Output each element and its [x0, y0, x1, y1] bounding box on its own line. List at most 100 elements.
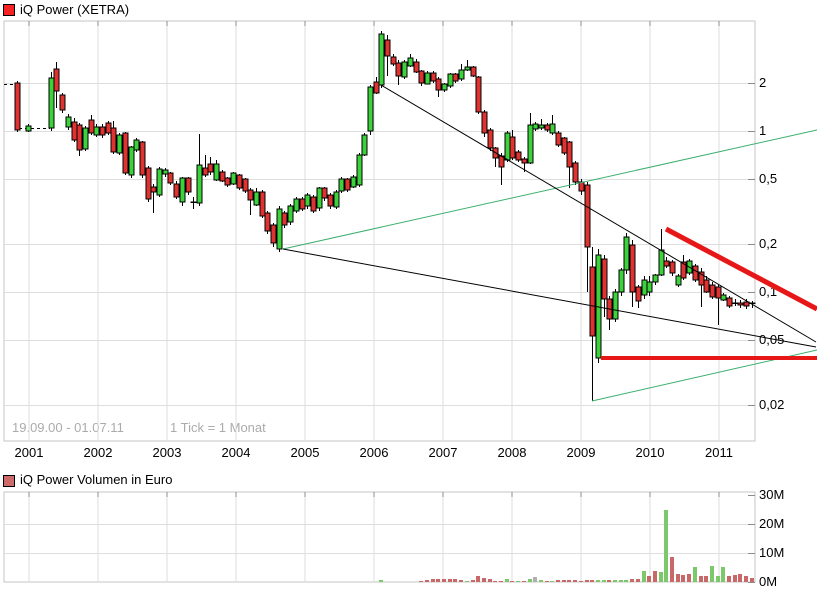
volume-bar-2008-12	[579, 581, 583, 582]
candle-2007-02	[452, 73, 459, 83]
candle-2003-12	[236, 174, 243, 190]
candle-body	[532, 123, 539, 130]
candle-body	[133, 139, 140, 151]
candle-body	[122, 132, 129, 174]
candle-2002-03	[116, 133, 123, 155]
candle-body	[430, 72, 437, 82]
candle-body	[464, 66, 471, 71]
candle-body	[749, 302, 756, 305]
candle-2010-06	[680, 255, 687, 280]
x-axis-year-label-2005: 2005	[290, 445, 320, 460]
candle-2010-01	[652, 274, 659, 285]
candle-2007-10	[498, 153, 505, 185]
price-axis-label-0.1: 0,1	[759, 284, 778, 299]
price-axis-label-0.02: 0,02	[759, 397, 785, 412]
volume-bar-2007-08	[488, 579, 492, 582]
candle-2010-05	[675, 274, 682, 287]
candle-2002-09	[150, 184, 157, 213]
candle-2009-11	[641, 276, 648, 299]
volume-bar-2009-10	[636, 579, 640, 582]
candle-body	[709, 284, 716, 298]
candle-body	[492, 147, 499, 159]
volume-axis-label-30: 30M	[759, 487, 785, 502]
candle-body	[179, 177, 186, 203]
candle-body	[344, 178, 351, 191]
trendline-resistance-falling-from-2006-high	[380, 84, 817, 343]
volume-bar-2007-11	[505, 579, 509, 582]
volume-bar-2007-03	[459, 580, 463, 582]
volume-bar-2011-03	[733, 575, 737, 582]
candle-2003-07	[207, 157, 214, 175]
candle-2005-10	[361, 133, 368, 156]
candle-2002-04	[122, 132, 129, 175]
candle-2010-09	[698, 268, 705, 307]
candle-2004-10	[293, 197, 300, 213]
candle-2000-09	[14, 81, 21, 132]
candle-body	[544, 124, 551, 131]
candle-2007-06	[475, 76, 482, 114]
candle-body	[669, 261, 676, 274]
candle-body	[680, 261, 687, 279]
candle-2008-02	[521, 157, 528, 172]
candle-2001-11	[93, 124, 100, 137]
candle-2005-05	[333, 190, 340, 209]
volume-bar-2007-02	[453, 579, 457, 582]
candle-2011-02	[726, 296, 733, 308]
candle-body	[373, 81, 380, 94]
candle-2001-12	[99, 124, 106, 138]
candle-body	[14, 82, 21, 131]
volume-bar-2009-09	[630, 579, 634, 582]
candle-body	[743, 301, 750, 307]
candle-body	[333, 191, 340, 208]
candle-2001-07	[71, 118, 78, 142]
volume-bar-2010-07	[687, 574, 691, 582]
candle-body	[618, 269, 625, 293]
candle-body	[156, 168, 163, 196]
candle-2006-11	[435, 77, 442, 97]
volume-bar-2008-06	[545, 581, 549, 582]
x-axis-year-label-2009: 2009	[566, 445, 596, 460]
candle-body	[93, 126, 100, 136]
candle-2009-01	[584, 182, 591, 292]
trendline-support-rising-from-2004-low	[282, 129, 817, 250]
volume-bar-2006-11	[436, 579, 440, 582]
candle-2008-11	[572, 161, 579, 185]
candle-body	[173, 183, 180, 198]
candle-body	[276, 208, 283, 250]
volume-bar-2010-09	[699, 576, 703, 582]
candle-body	[367, 86, 374, 132]
candle-body	[224, 177, 231, 186]
candle-2003-04	[190, 197, 197, 209]
candle-2007-07	[481, 110, 488, 137]
candle-2004-03	[253, 188, 260, 206]
candle-2004-07	[276, 206, 283, 252]
candle-body	[327, 194, 334, 207]
candle-body	[504, 132, 511, 161]
candle-2001-04	[53, 62, 60, 108]
volume-bar-2008-09	[562, 580, 566, 582]
candle-body	[635, 286, 642, 302]
candle-2009-05	[606, 296, 613, 330]
candle-2006-03	[390, 54, 397, 66]
candle-2005-08	[350, 175, 357, 188]
candle-2004-04	[259, 190, 266, 218]
volume-bar-2008-03	[528, 579, 532, 582]
trendline-support-rising-from-2009-low	[591, 349, 817, 402]
candle-body	[515, 151, 522, 161]
volume-bar-2009-04	[602, 580, 606, 582]
candle-2005-02	[316, 187, 323, 211]
candle-body	[145, 167, 152, 200]
candle-body	[549, 123, 556, 134]
candle-body	[458, 69, 465, 80]
candle-2004-08	[281, 211, 288, 228]
candle-2008-08	[555, 131, 562, 147]
candle-2011-06	[749, 301, 756, 308]
candle-body	[447, 73, 454, 87]
price-axis-label-0.5: 0,5	[759, 171, 778, 186]
volume-bar-2009-02	[590, 580, 594, 582]
candle-2003-10	[224, 177, 231, 187]
x-axis-year-label-2006: 2006	[359, 445, 389, 460]
x-axis-year-label-2011: 2011	[705, 445, 733, 460]
candle-body	[207, 163, 214, 173]
volume-bar-2006-01	[379, 580, 383, 582]
